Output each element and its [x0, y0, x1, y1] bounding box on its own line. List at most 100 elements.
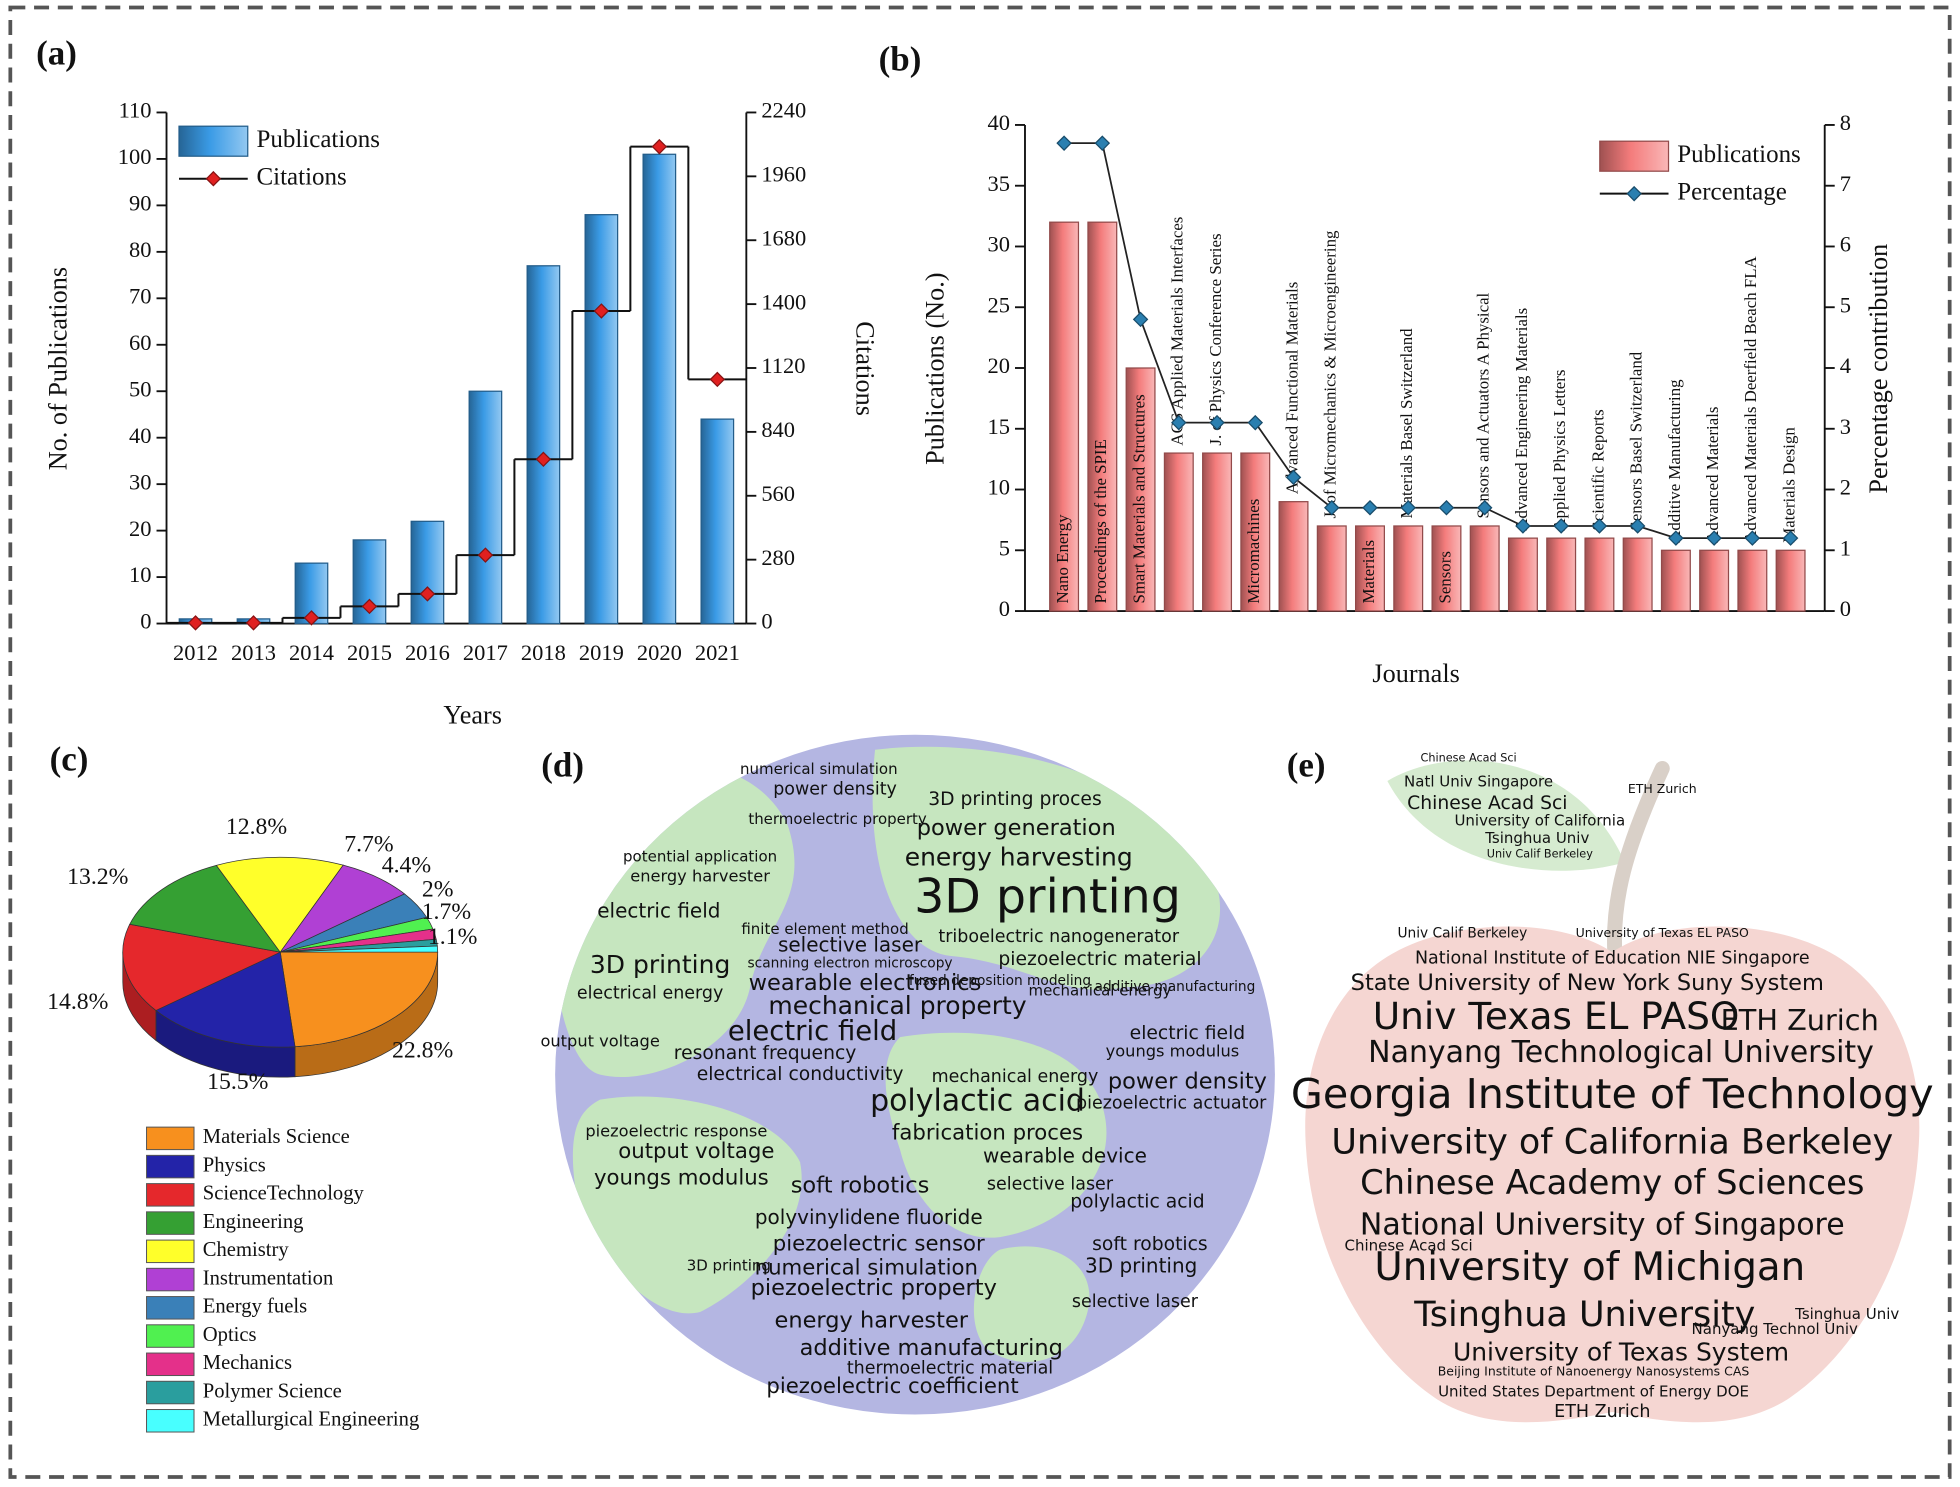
marker [1591, 518, 1608, 534]
marker [361, 598, 378, 615]
y-tick-label: 40 [129, 423, 151, 448]
word: Georgia Institute of Technology [1291, 1070, 1934, 1118]
y-tick-label: 10 [988, 475, 1010, 500]
journal-label: Scientific Reports [1588, 409, 1607, 530]
y-axis-title: No. of Publications [43, 267, 72, 470]
marker [187, 615, 204, 631]
marker [1362, 499, 1378, 516]
pie-slice [279, 951, 439, 1048]
continent [872, 746, 1221, 990]
marker [1553, 518, 1569, 534]
bar [1393, 525, 1424, 612]
y-tick-label: 90 [129, 191, 151, 216]
pie-slice [280, 945, 439, 953]
bar [642, 153, 677, 625]
word: numerical simulation [740, 760, 898, 778]
y-tick-label: 40 [988, 110, 1010, 135]
y2-tick-label: 1 [1840, 535, 1851, 560]
bar [1087, 221, 1118, 612]
word: Nanyang Technol Univ [1692, 1320, 1858, 1338]
legend-swatch [146, 1296, 195, 1320]
y-tick-label: 100 [118, 144, 152, 169]
word: finite element method [741, 920, 908, 938]
marker [1171, 414, 1187, 431]
pie-value-label: 2% [422, 876, 454, 902]
word: 3D printing [914, 870, 1181, 925]
journal-label: Sensors and Actuators A Physical [1474, 292, 1493, 518]
word: fabrication proces [892, 1120, 1083, 1145]
legend-swatch [1599, 140, 1670, 172]
x-axis-title: Journals [1372, 659, 1459, 688]
pie-value-label: 1.1% [428, 924, 477, 950]
pie-slice [122, 923, 282, 1011]
y2-tick-label: 3 [1840, 414, 1851, 439]
continent [572, 1096, 802, 1314]
word: resonant frequency [674, 1043, 857, 1064]
legend-label: Engineering [203, 1211, 304, 1233]
marker [1744, 530, 1761, 546]
word: Chinese Acad Sci [1344, 1236, 1472, 1254]
y2-tick-label: 7 [1840, 171, 1851, 196]
bar [1240, 452, 1271, 612]
word: Univ Calif Berkeley [1487, 848, 1593, 861]
word: National Institute of Education NIE Sing… [1415, 948, 1810, 968]
journal-label: Nano Energy [1053, 514, 1072, 604]
word: additive manufacturing [1095, 979, 1256, 995]
y-axis-title: Publications (No.) [921, 272, 950, 464]
word-cloud: Georgia Institute of Technology Universit… [1291, 751, 1934, 1422]
word: mechanical energy [932, 1067, 1099, 1087]
y-tick-label: 80 [129, 237, 151, 262]
marker [1132, 311, 1149, 328]
leaf [1387, 760, 1625, 871]
journal-label: Additive Manufacturing [1665, 379, 1684, 543]
legend-swatch [146, 1267, 195, 1292]
legend-label: Mechanics [203, 1352, 292, 1374]
y2-tick-label: 4 [1840, 353, 1851, 378]
legend-swatch [146, 1211, 195, 1235]
y2-tick-label: 1680 [761, 225, 806, 250]
bar [1775, 549, 1806, 612]
pie-slice [129, 864, 282, 953]
word: energy harvester [630, 867, 770, 886]
y2-tick-label: 560 [761, 481, 795, 506]
marker [1668, 530, 1684, 546]
marker [303, 610, 320, 626]
y2-tick-label: 0 [1840, 596, 1851, 621]
word: polylactic acid [1070, 1192, 1204, 1213]
marker [1209, 414, 1225, 431]
y-tick-label: 15 [988, 414, 1010, 439]
legend-label: Optics [203, 1324, 257, 1346]
word: soft robotics [791, 1172, 930, 1198]
word: State University of New York Suny System [1351, 970, 1824, 996]
marker [1285, 469, 1302, 486]
legend-marker [205, 170, 222, 187]
y2-tick-label: 2 [1840, 475, 1851, 500]
word: University of California [1454, 811, 1625, 829]
word: electrical conductivity [697, 1064, 904, 1085]
bar [1354, 525, 1385, 612]
word: United States Department of Energy DOE [1438, 1383, 1749, 1401]
word: University of Texas EL PASO [1576, 925, 1749, 940]
legend-swatch [146, 1154, 195, 1179]
bar [1163, 452, 1194, 612]
panel-label: (e) [1287, 746, 1326, 785]
bar [584, 214, 619, 625]
legend-label: Publications [256, 126, 380, 153]
legend-swatch [146, 1380, 195, 1405]
legend-label: Publications [1677, 141, 1801, 168]
y2-tick-label: 1400 [761, 289, 806, 314]
marker [1247, 414, 1264, 431]
word: 3D printing [687, 1256, 771, 1274]
y-tick-label: 50 [129, 376, 151, 401]
bar [700, 418, 735, 625]
panel-label: (d) [541, 746, 584, 785]
word: selective laser [987, 1175, 1114, 1195]
word: Tsinghua University [1413, 1295, 1755, 1335]
word: piezoelectric coefficient [766, 1374, 1018, 1399]
legend-label: Materials Science [203, 1126, 350, 1148]
word: electrical energy [577, 983, 724, 1003]
bar [468, 390, 503, 625]
